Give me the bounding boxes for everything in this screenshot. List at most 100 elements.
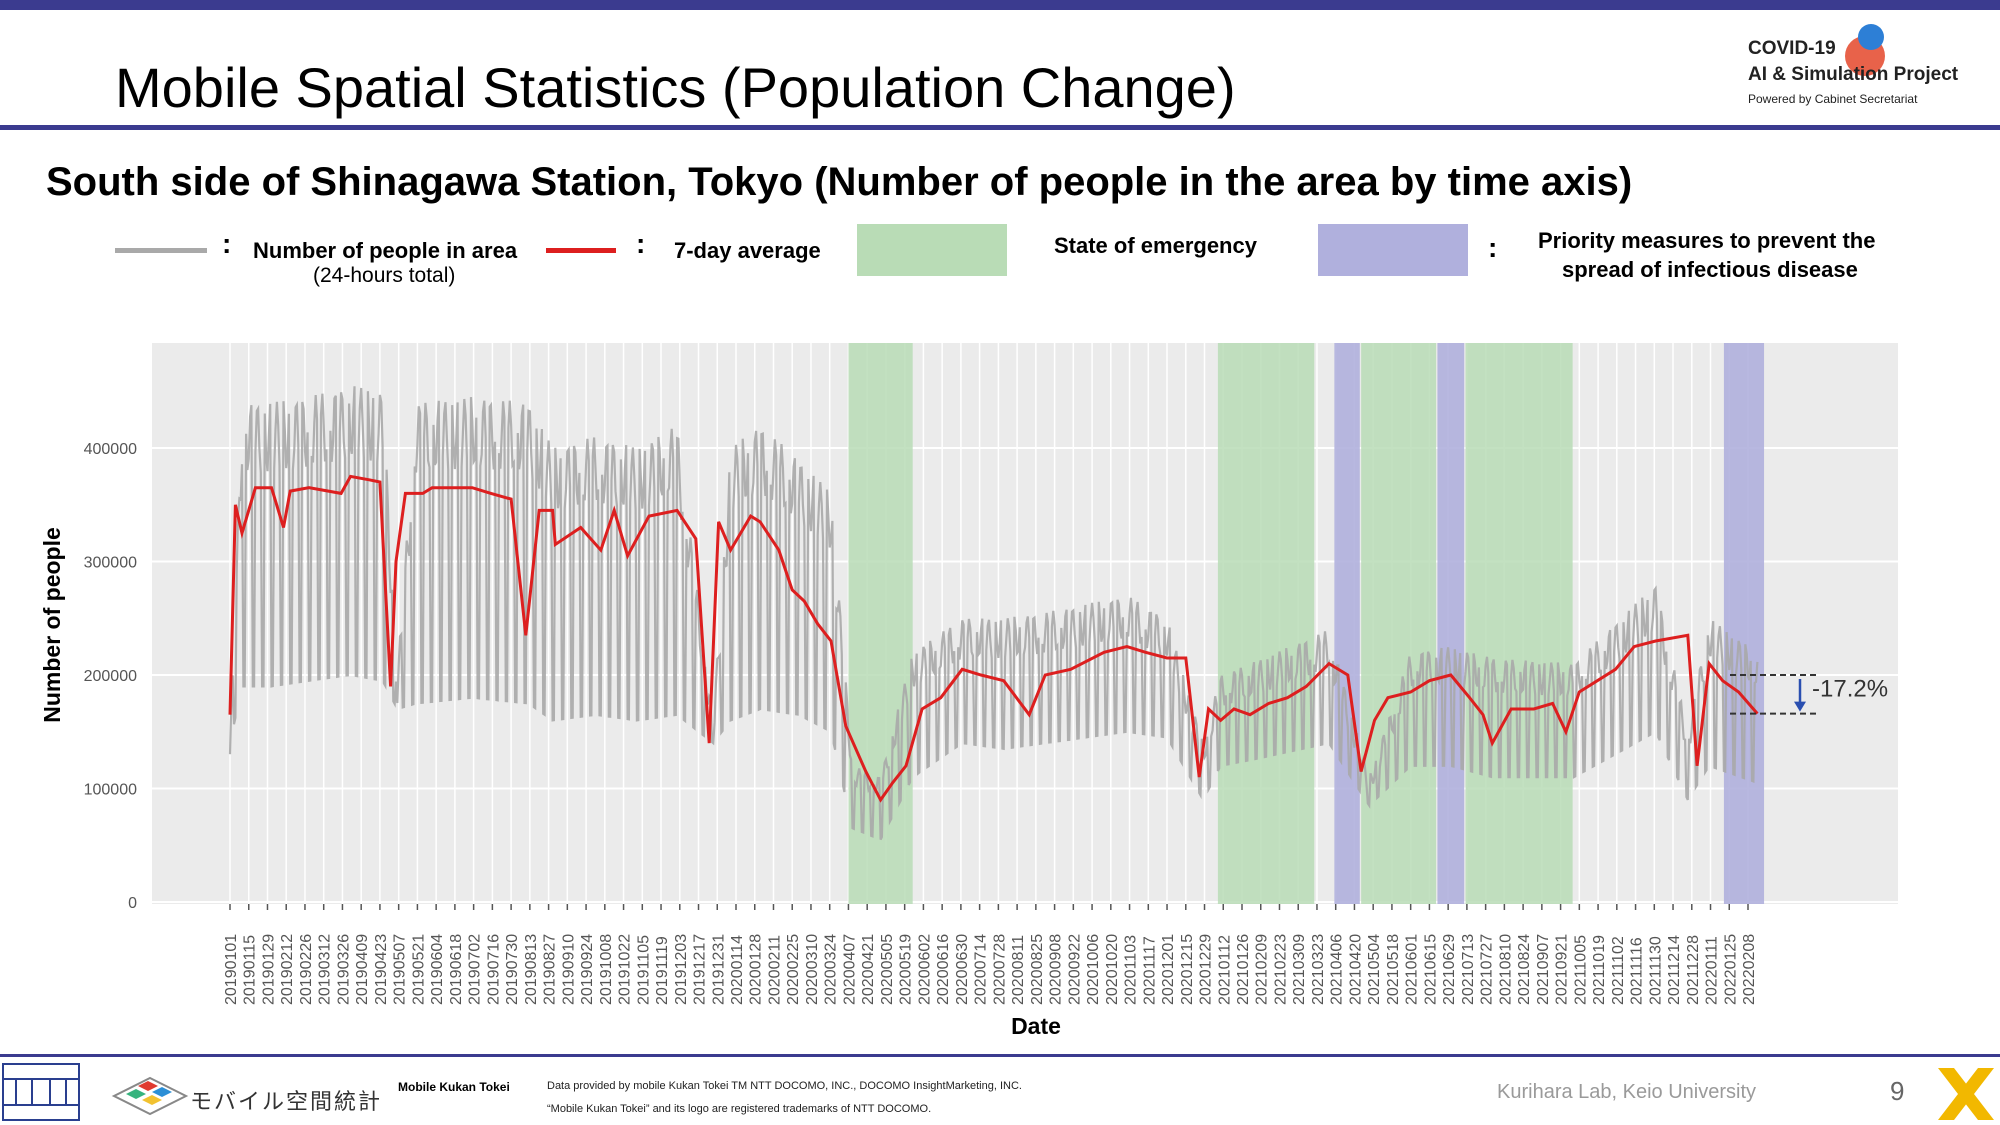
x-tick-label: 20190312 xyxy=(317,934,334,1005)
legend-colon: : xyxy=(1488,232,1498,263)
x-tick-label: 20190521 xyxy=(410,934,427,1005)
seven-day-average-line xyxy=(228,474,1759,803)
x-tick-label: 20190827 xyxy=(542,934,559,1005)
x-tick-label: 20190226 xyxy=(298,934,315,1005)
legend-daily-swatch xyxy=(115,248,207,253)
x-tick-label: 20201006 xyxy=(1085,934,1102,1005)
footer-trademark: “Mobile Kukan Tokei” and its logo are re… xyxy=(547,1103,932,1115)
y-tick-label: 300000 xyxy=(84,555,137,572)
legend-priority-label-2: spread of infectious disease xyxy=(1562,257,1858,282)
x-tick-label: 20220111 xyxy=(1704,936,1721,1005)
x-tick-label: 20210112 xyxy=(1216,935,1233,1005)
keio-lab-logo-icon xyxy=(2,1063,80,1121)
x-tick-label: 20210518 xyxy=(1385,934,1402,1005)
x-tick-label: 20200908 xyxy=(1048,934,1065,1005)
x-tick-label: 20201117 xyxy=(1141,936,1158,1005)
y-tick-label: 0 xyxy=(128,895,137,912)
legend-colon: : xyxy=(222,228,232,259)
x-tick-label: 20200922 xyxy=(1066,934,1083,1005)
x-tick-label: 20190326 xyxy=(335,934,352,1005)
x-tick-label: 20190604 xyxy=(429,934,446,1005)
emergency-period-band xyxy=(1465,343,1573,904)
top-accent-bar xyxy=(0,0,2000,10)
y-axis-title: Number of people xyxy=(39,527,65,723)
logo-line-1: COVID-19 xyxy=(1748,38,1836,59)
x-tick-label: 20201103 xyxy=(1123,935,1140,1005)
project-x-logo-icon xyxy=(1938,1068,1994,1120)
x-tick-label: 20201020 xyxy=(1104,934,1121,1005)
logo-blue-dot-icon xyxy=(1858,24,1884,50)
footer-brand: Mobile Kukan Tokei xyxy=(398,1080,510,1094)
title-divider xyxy=(0,125,2000,130)
x-tick-label: 20191203 xyxy=(673,934,690,1005)
x-tick-label: 20211228 xyxy=(1685,935,1702,1005)
page-number: 9 xyxy=(1890,1076,1905,1106)
x-tick-label: 20190924 xyxy=(579,934,596,1005)
x-tick-label: 20200825 xyxy=(1029,934,1046,1005)
annotation-arrow-head-icon xyxy=(1794,701,1806,712)
x-tick-label: 20190423 xyxy=(373,934,390,1005)
x-tick-label: 20190409 xyxy=(354,934,371,1005)
footer-lab-name: Kurihara Lab, Keio University xyxy=(1497,1081,1757,1103)
x-tick-label: 20190618 xyxy=(448,934,465,1005)
x-tick-label: 20210810 xyxy=(1497,934,1514,1005)
x-tick-label: 20191008 xyxy=(598,934,615,1005)
x-tick-label: 20190507 xyxy=(392,934,409,1005)
x-tick-label: 20191105 xyxy=(635,935,652,1005)
x-tick-label: 20190730 xyxy=(504,934,521,1005)
x-tick-label: 20201215 xyxy=(1179,934,1196,1005)
x-tick-label: 20201201 xyxy=(1160,934,1177,1005)
legend-daily-label: Number of people in area xyxy=(253,238,518,263)
x-tick-label: 20200728 xyxy=(991,934,1008,1005)
y-tick-label: 100000 xyxy=(84,782,137,799)
legend-avg-label: 7-day average xyxy=(674,238,821,263)
x-tick-label: 20210601 xyxy=(1404,934,1421,1005)
legend-priority-label-1: Priority measures to prevent the xyxy=(1538,228,1876,253)
annotation-percent-label: -17.2% xyxy=(1812,675,1888,702)
x-tick-label: 20200519 xyxy=(898,934,915,1005)
x-tick-label: 20210907 xyxy=(1535,934,1552,1005)
x-tick-label: 20200211 xyxy=(766,935,783,1005)
legend-colon: : xyxy=(636,228,646,259)
x-tick-label: 20211005 xyxy=(1572,935,1589,1005)
covid-project-logo: COVID-19 AI & Simulation Project Powered… xyxy=(1745,24,1985,118)
legend-avg-swatch xyxy=(546,248,616,253)
x-tick-label: 20210323 xyxy=(1310,934,1327,1005)
x-tick-label: 20200421 xyxy=(860,934,877,1005)
y-tick-label: 400000 xyxy=(84,441,137,458)
x-tick-label: 20220125 xyxy=(1722,934,1739,1005)
x-tick-label: 20220208 xyxy=(1741,934,1758,1005)
x-tick-label: 20190702 xyxy=(467,934,484,1005)
daily-population-line xyxy=(228,386,1759,841)
x-tick-label: 20190716 xyxy=(485,934,502,1005)
x-tick-label: 20190129 xyxy=(260,934,277,1005)
legend-emergency-label: State of emergency xyxy=(1054,233,1257,258)
x-tick-label: 20210126 xyxy=(1235,934,1252,1005)
x-tick-label: 20200407 xyxy=(841,934,858,1005)
priority-measures-band xyxy=(1437,343,1465,904)
y-tick-label: 200000 xyxy=(84,668,137,685)
x-tick-label: 20190115 xyxy=(242,935,259,1005)
x-tick-label: 20190101 xyxy=(223,934,240,1005)
x-tick-label: 20200714 xyxy=(973,934,990,1005)
x-tick-label: 20191217 xyxy=(692,934,709,1005)
x-axis-title: Date xyxy=(1011,1013,1061,1039)
footer-divider xyxy=(0,1054,2000,1057)
x-tick-label: 20191231 xyxy=(710,934,727,1005)
x-tick-label: 20210727 xyxy=(1479,934,1496,1005)
x-tick-label: 20211214 xyxy=(1666,935,1683,1005)
logo-line-2: AI & Simulation Project xyxy=(1748,64,1959,85)
mobile-kukan-tokei-logo-text: モバイル空間統計 xyxy=(190,1089,383,1114)
x-tick-label: 20200324 xyxy=(823,934,840,1005)
priority-measures-band xyxy=(1723,343,1765,904)
mobile-kukan-tokei-cube-icon xyxy=(111,1076,189,1116)
footer-data-credit: Data provided by mobile Kukan Tokei TM N… xyxy=(547,1080,1022,1092)
x-tick-label: 20200310 xyxy=(804,934,821,1005)
x-tick-label: 20200225 xyxy=(785,934,802,1005)
x-tick-label: 20191119 xyxy=(654,936,671,1005)
legend-daily-sub: (24-hours total) xyxy=(313,264,456,287)
slide-title: Mobile Spatial Statistics (Population Ch… xyxy=(115,56,1236,119)
x-tick-label: 20210921 xyxy=(1554,934,1571,1005)
x-tick-label: 20201229 xyxy=(1198,934,1215,1005)
x-tick-label: 20191022 xyxy=(617,934,634,1005)
